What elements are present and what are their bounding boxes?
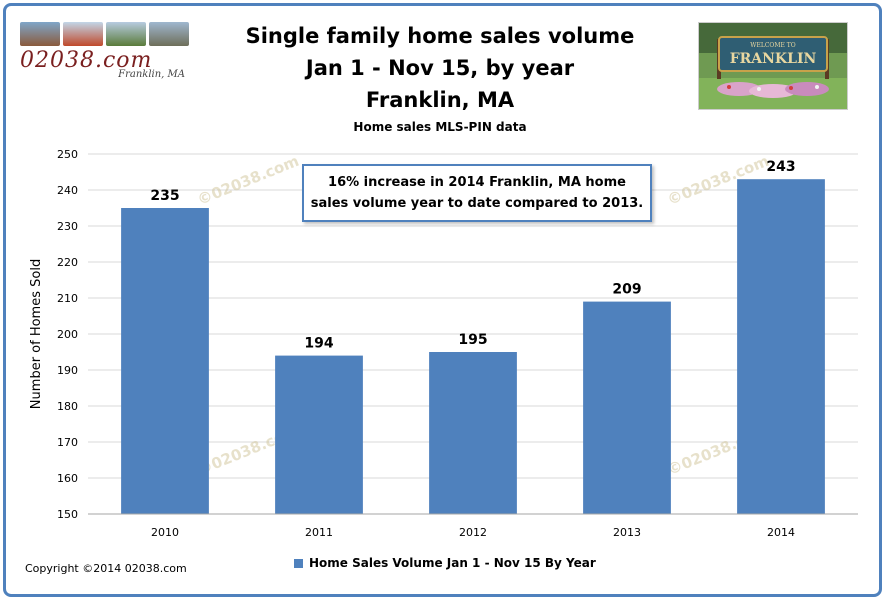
y-tick-label: 160 xyxy=(57,472,78,485)
y-axis-title: Number of Homes Sold xyxy=(29,259,44,409)
data-label: 235 xyxy=(150,188,179,204)
axes: 150 160 170 180 190 200 210 220 230 240 250 Number … xyxy=(29,148,858,539)
site-logo: 02038.com Franklin, MA xyxy=(20,22,195,97)
logo-town-name: Franklin, MA xyxy=(118,69,185,80)
bar-2011 xyxy=(275,355,363,514)
y-tick-label: 220 xyxy=(57,256,78,269)
watermark-text: ©02038.com xyxy=(195,152,302,209)
chart-title: Single family home sales volume Jan 1 - … xyxy=(200,20,680,134)
y-tick-label: 230 xyxy=(57,220,78,233)
data-labels: 235 194 195 209 243 xyxy=(150,159,795,351)
y-tick-label: 200 xyxy=(57,328,78,341)
y-tick-label: 250 xyxy=(57,148,78,161)
y-tick-label: 180 xyxy=(57,400,78,413)
sign-photo-illustration: WELCOME TO FRANKLIN xyxy=(699,23,847,109)
logo-photo-1 xyxy=(20,22,60,46)
y-tick-label: 190 xyxy=(57,364,78,377)
data-label: 195 xyxy=(458,332,487,348)
chart-subtitle: Home sales MLS-PIN data xyxy=(353,120,527,134)
bar-2010 xyxy=(121,208,209,514)
data-label: 243 xyxy=(766,159,795,175)
y-tick-label: 240 xyxy=(57,184,78,197)
sign-main-text: FRANKLIN xyxy=(730,51,817,67)
logo-site-name: 02038.com xyxy=(20,48,153,73)
title-line-2: Jan 1 - Nov 15, by year xyxy=(305,56,575,80)
legend-swatch xyxy=(294,558,303,568)
title-line-1: Single family home sales volume xyxy=(245,24,635,48)
bar-2012 xyxy=(429,352,517,514)
x-tick-label: 2011 xyxy=(305,526,333,539)
copyright-text: Copyright ©2014 02038.com xyxy=(25,562,187,575)
sign-top-text: WELCOME TO xyxy=(750,42,795,49)
logo-photo-4 xyxy=(149,22,189,46)
bars xyxy=(121,179,825,514)
legend-label: Home Sales Volume Jan 1 - Nov 15 By Year xyxy=(309,556,596,570)
y-tick-label: 150 xyxy=(57,508,78,521)
annotation-callout: 16% increase in 2014 Franklin, MA home s… xyxy=(302,164,652,222)
data-label: 194 xyxy=(304,336,333,352)
bar-2014 xyxy=(737,179,825,514)
chart-legend: Home Sales Volume Jan 1 - Nov 15 By Year xyxy=(294,556,596,570)
x-tick-label: 2013 xyxy=(613,526,641,539)
bar-2013 xyxy=(583,301,671,514)
logo-photo-strip xyxy=(20,22,195,46)
x-tick-label: 2012 xyxy=(459,526,487,539)
x-tick-label: 2010 xyxy=(151,526,179,539)
x-tick-label: 2014 xyxy=(767,526,795,539)
logo-photo-3 xyxy=(106,22,146,46)
y-tick-label: 170 xyxy=(57,436,78,449)
data-label: 209 xyxy=(612,282,641,298)
y-tick-label: 210 xyxy=(57,292,78,305)
title-line-3: Franklin, MA xyxy=(365,88,515,112)
logo-photo-2 xyxy=(63,22,103,46)
franklin-sign-photo: WELCOME TO FRANKLIN xyxy=(698,22,848,110)
